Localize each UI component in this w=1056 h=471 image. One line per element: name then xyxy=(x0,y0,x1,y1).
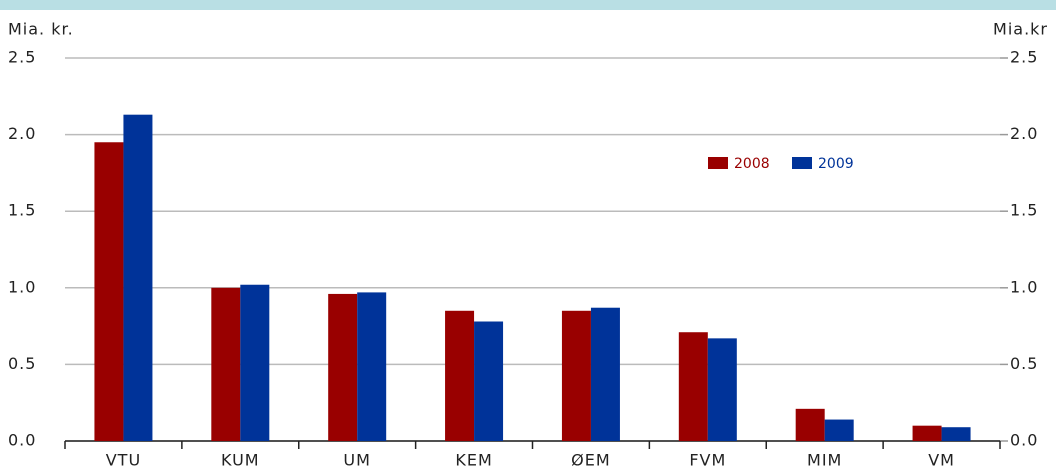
bar xyxy=(707,338,737,441)
bar xyxy=(211,287,241,441)
legend-label: 2009 xyxy=(818,156,854,172)
x-tick-label: VTU xyxy=(106,451,141,470)
x-tick-label: FVM xyxy=(689,451,726,470)
bar xyxy=(123,114,153,442)
y2-tick-label: 0.0 xyxy=(1010,431,1038,450)
y-tick-label: 2.0 xyxy=(8,124,36,143)
bar xyxy=(357,292,387,441)
bar xyxy=(824,419,854,441)
bar xyxy=(474,321,504,441)
bar xyxy=(328,293,358,441)
x-tick-label: VM xyxy=(928,451,955,470)
legend-label: 2008 xyxy=(734,156,770,172)
y-axis-label: Mia. kr. xyxy=(8,20,74,39)
y-tick-label: 2.5 xyxy=(8,48,36,67)
x-tick-label: MIM xyxy=(807,451,842,470)
bar xyxy=(590,307,620,441)
y2-tick-label: 2.0 xyxy=(1010,124,1038,143)
x-tick-label: KEM xyxy=(455,451,492,470)
bar xyxy=(912,425,942,441)
bar xyxy=(678,332,708,441)
y-tick-label: 1.0 xyxy=(8,277,36,296)
x-tick-label: ØEM xyxy=(571,451,611,470)
y2-tick-label: 0.5 xyxy=(1010,354,1038,373)
legend-swatch xyxy=(792,157,812,169)
y2-tick-label: 2.5 xyxy=(1010,48,1038,67)
top-strip xyxy=(0,0,1056,10)
bar xyxy=(94,142,124,441)
legend-swatch xyxy=(708,157,728,169)
x-tick-label: UM xyxy=(343,451,371,470)
y-tick-label: 0.0 xyxy=(8,431,36,450)
y-tick-label: 0.5 xyxy=(8,354,36,373)
bar xyxy=(445,310,475,441)
legend: 2008 2009 xyxy=(708,156,854,172)
x-tick-label: KUM xyxy=(221,451,260,470)
bar xyxy=(561,310,591,441)
bar xyxy=(240,284,270,441)
y2-tick-label: 1.0 xyxy=(1010,277,1038,296)
bar xyxy=(941,427,971,441)
y-tick-label: 1.5 xyxy=(8,201,36,220)
bar xyxy=(795,408,825,441)
y2-tick-label: 1.5 xyxy=(1010,201,1038,220)
y2-axis-label: Mia.kr xyxy=(993,20,1048,39)
